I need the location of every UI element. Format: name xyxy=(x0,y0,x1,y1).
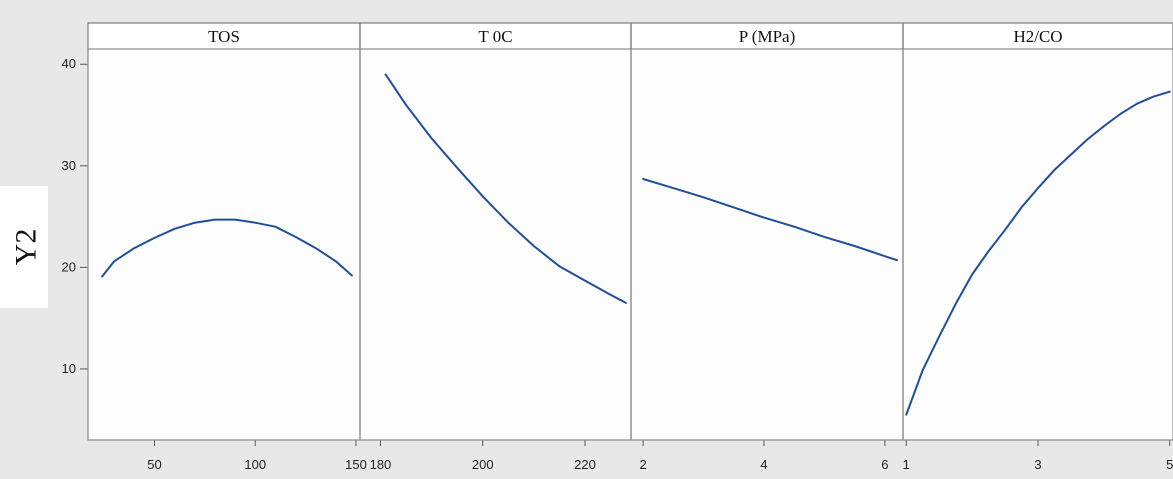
x-tick-label: 200 xyxy=(472,457,494,472)
x-tick-label: 6 xyxy=(881,457,888,472)
panel-background xyxy=(88,49,360,440)
x-tick-label: 2 xyxy=(639,457,646,472)
panel-header-p-mpa xyxy=(630,22,904,50)
x-tick-label: 5 xyxy=(1166,457,1173,472)
panel-title-tos: TOS xyxy=(208,27,240,46)
x-tick-label: 220 xyxy=(574,457,596,472)
effect-line-tos xyxy=(101,218,353,278)
plot-frame xyxy=(87,22,1173,441)
y-tick-label: 20 xyxy=(62,259,76,274)
panel-header-h2-co xyxy=(902,22,1173,50)
effect-line-t-0c xyxy=(384,73,627,304)
y-tick-label: 40 xyxy=(62,56,76,71)
x-tick-label: 50 xyxy=(147,457,161,472)
x-tick-label: 3 xyxy=(1034,457,1041,472)
y-axis-label: Y2 xyxy=(10,229,43,266)
panel-background xyxy=(631,49,903,440)
panel-title-t-0c: T 0C xyxy=(478,27,512,46)
x-tick-label: 1 xyxy=(903,457,910,472)
panel-title-p-mpa: P (MPa) xyxy=(739,27,796,46)
panel-background xyxy=(360,49,631,440)
y-axis-label-box xyxy=(0,186,48,308)
panel-background xyxy=(903,49,1173,440)
panel-header-t-0c xyxy=(359,22,632,50)
effect-line-p-mpa xyxy=(642,178,898,262)
x-tick-label: 4 xyxy=(760,457,767,472)
x-tick-label: 180 xyxy=(370,457,392,472)
x-tick-label: 150 xyxy=(345,457,367,472)
effect-line-h2-co xyxy=(905,90,1171,416)
y-tick-label: 10 xyxy=(62,361,76,376)
x-tick-label: 100 xyxy=(244,457,266,472)
y-tick-label: 30 xyxy=(62,158,76,173)
panel-title-h2-co: H2/CO xyxy=(1013,27,1062,46)
